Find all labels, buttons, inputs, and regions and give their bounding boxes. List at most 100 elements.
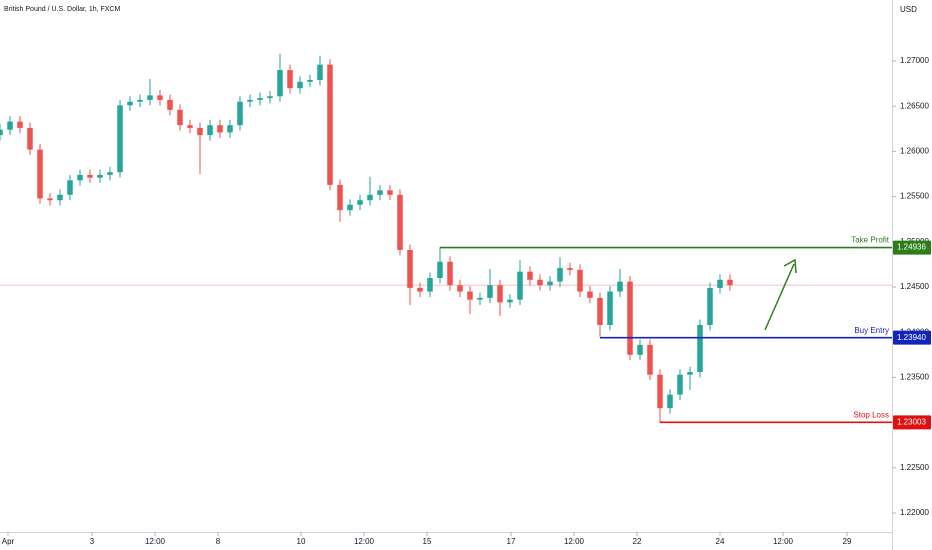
candle-body: [587, 291, 593, 298]
level-name: Take Profit: [851, 236, 890, 245]
candle-body: [177, 109, 183, 126]
candle-body: [247, 99, 253, 102]
candle-body: [377, 190, 383, 195]
candle-body: [27, 127, 33, 150]
candle-body: [117, 105, 123, 173]
candle-body: [337, 184, 343, 211]
level-price-label: 1.23940: [897, 333, 926, 342]
y-tick-label: 1.26000: [900, 147, 929, 156]
candle-body: [627, 281, 633, 355]
candle-body: [547, 281, 553, 286]
candle-body: [597, 297, 603, 325]
candle-body: [287, 70, 293, 89]
x-tick-label: 24: [716, 537, 725, 546]
candle-body: [447, 261, 453, 286]
candle-body: [127, 101, 133, 106]
y-tick-label: 1.22500: [900, 463, 929, 472]
candle-body: [37, 149, 43, 199]
candle-body: [277, 70, 283, 97]
candle-body: [187, 125, 193, 128]
currency-label: USD: [900, 5, 917, 14]
candle-body: [607, 291, 613, 325]
x-tick-label: 12:00: [354, 537, 375, 546]
candle-body: [637, 344, 643, 355]
candle-body: [97, 174, 103, 178]
candle-body: [677, 374, 683, 395]
candle-body: [467, 291, 473, 300]
level-price-box: [893, 240, 931, 255]
x-tick-label: 3: [90, 537, 95, 546]
candle-body: [707, 287, 713, 325]
candle-body: [77, 174, 83, 181]
candle-body: [207, 125, 213, 136]
level-price-label: 1.23003: [897, 417, 926, 426]
candle-body: [457, 285, 463, 292]
y-tick-label: 1.27000: [900, 56, 929, 65]
arrow-head: [783, 258, 797, 274]
candle-body: [357, 200, 363, 205]
candle-body: [387, 190, 393, 195]
candle-body: [87, 174, 93, 178]
candle-body: [497, 285, 503, 303]
candle-body: [557, 268, 563, 282]
candle-body: [67, 180, 73, 195]
candle-body: [217, 125, 223, 133]
x-tick-label: 12:00: [145, 537, 166, 546]
candle-body: [0, 129, 3, 136]
plot-area: [0, 53, 892, 423]
candle-body: [717, 279, 723, 288]
x-tick-label: 29: [843, 537, 852, 546]
candle-body: [697, 324, 703, 372]
candle-body: [417, 287, 423, 292]
candle-body: [147, 95, 153, 100]
candle-body: [257, 98, 263, 100]
candle-body: [107, 172, 113, 175]
candle-body: [527, 271, 533, 280]
candle-body: [347, 204, 353, 211]
x-tick-label: 22: [633, 537, 642, 546]
y-tick-label: 1.22000: [900, 508, 929, 517]
candle-body: [397, 194, 403, 250]
candle-body: [167, 99, 173, 110]
level-price-box: [893, 415, 931, 430]
candle-body: [657, 374, 663, 409]
y-tick-label: 1.23500: [900, 373, 929, 382]
x-tick-label: 10: [297, 537, 306, 546]
candle-body: [227, 125, 233, 133]
candle-body: [487, 285, 493, 298]
x-tick-label: 15: [423, 537, 432, 546]
candle-body: [267, 96, 273, 99]
level-price-box: [893, 330, 931, 345]
candle-body: [17, 121, 23, 128]
candle-body: [197, 127, 203, 136]
level-name: Stop Loss: [853, 410, 889, 419]
candle-body: [307, 80, 313, 82]
candle-body: [137, 99, 143, 102]
candle-body: [667, 394, 673, 409]
level-name: Buy Entry: [854, 326, 889, 335]
candle-body: [317, 64, 323, 81]
candle-body: [517, 271, 523, 300]
candle-body: [7, 121, 13, 130]
candle-body: [537, 279, 543, 286]
y-tick-label: 1.25500: [900, 192, 929, 201]
candle-body: [477, 297, 483, 300]
candle-body: [437, 261, 443, 278]
candle-body: [727, 279, 733, 286]
y-tick-label: 1.26500: [900, 101, 929, 110]
x-tick-label: Apr: [2, 537, 15, 546]
arrow: [764, 263, 795, 331]
candle-body: [427, 277, 433, 292]
y-tick-label: 1.24500: [900, 282, 929, 291]
candle-body: [567, 268, 573, 270]
level-price-label: 1.24936: [897, 243, 926, 252]
candle-body: [237, 101, 243, 126]
candle-body: [367, 194, 373, 201]
candle-body: [157, 95, 163, 100]
candle-body: [57, 194, 63, 201]
x-tick-label: 8: [216, 537, 221, 546]
chart-title: British Pound / U.S. Dollar, 1h, FXCM: [4, 6, 120, 13]
x-tick-label: 17: [507, 537, 516, 546]
